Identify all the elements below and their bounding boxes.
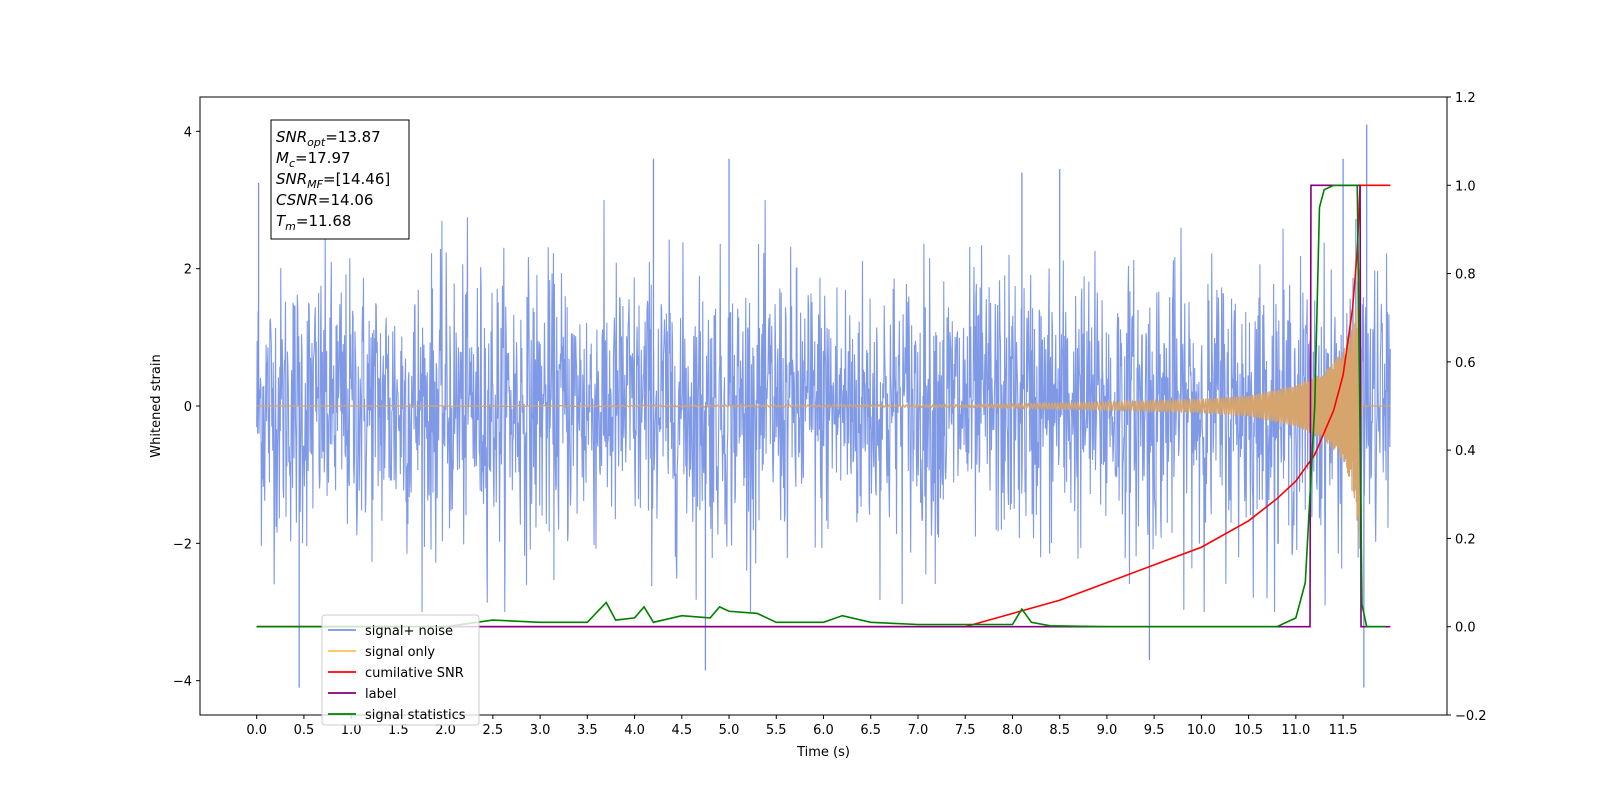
x-tick-label: 1.5 [388,723,409,738]
info-box-line: Tm=11.68 [276,212,351,233]
x-tick-label: 1.0 [341,723,362,738]
info-box-frame [270,119,410,240]
legend-item-label: label [365,687,396,702]
x-tick-label: 2.0 [435,723,456,738]
x-tick-label: 7.0 [908,723,929,738]
y-right-tick-label: 1.2 [1455,91,1476,106]
x-axis: 0.0 0.5 1.0 1.5 2.0 2.5 3.0 3.5 4.0 4.5 5.0 5.5 6.0 6… [246,715,1358,738]
x-tick-label: 4.0 [624,723,645,738]
y-left-tick-label: 0 [184,400,192,415]
legend-item-label: signal only [365,645,435,660]
y-right-tick-label: −0.2 [1455,709,1487,724]
series-signal-only-line [256,262,1391,549]
y-left-tick-label: 2 [184,263,192,278]
y-right-tick-label: 0.6 [1455,356,1476,371]
series-layer [256,124,1391,688]
y-axis-left: −4 −2 0 2 4 [173,125,200,690]
info-box-line: SNRopt=13.87 [276,128,381,149]
info-box-line: Mc=17.97 [276,149,351,170]
x-tick-label: 9.0 [1097,723,1118,738]
y-axis-right: −0.2 0.0 0.2 0.4 0.6 0.8 1.0 1.2 [1447,91,1487,724]
legend-frame [321,614,480,726]
x-tick-label: 10.5 [1234,723,1263,738]
series-cumilative-snr-line [256,184,1391,628]
x-tick-label: 9.5 [1144,723,1165,738]
y-left-tick-label: 4 [184,125,192,140]
x-tick-label: 0.5 [294,723,315,738]
x-tick-label: 11.0 [1281,723,1310,738]
x-axis-label: Time (s) [796,745,850,760]
y-axis-label: Whitened strain [149,354,164,457]
legend-item-label: signal+ noise [365,624,453,639]
x-tick-label: 8.0 [1002,723,1023,738]
y-right-tick-label: 0.8 [1455,268,1476,283]
x-tick-label: 3.5 [577,723,598,738]
info-box-line: SNRMF=[14.46] [276,170,390,191]
legend[interactable]: signal+ noise signal only cumilative SNR la… [321,614,480,726]
x-tick-label: 6.0 [813,723,834,738]
x-tick-label: 8.5 [1049,723,1070,738]
x-tick-label: 4.5 [671,723,692,738]
series-signal-noise-line [256,199,1391,613]
y-right-tick-label: 0.0 [1455,621,1476,636]
series-signal-statistics-line [256,184,1386,628]
legend-item-label: signal statistics [365,708,466,723]
y-left-tick-label: −4 [173,675,192,690]
y-left-tick-label: −2 [173,537,192,552]
x-tick-label: 11.5 [1329,723,1358,738]
x-tick-label: 0.0 [246,723,267,738]
plot-area [256,124,1391,688]
y-right-tick-label: 0.2 [1455,532,1476,547]
legend-item-label: cumilative SNR [365,666,464,681]
y-right-tick-label: 0.4 [1455,444,1476,459]
info-box-line: CSNR=14.06 [276,191,373,209]
info-box: SNRopt=13.87Mc=17.97SNRMF=[14.46]CSNR=14… [270,119,410,240]
x-tick-label: 10.0 [1187,723,1216,738]
x-tick-label: 6.5 [860,723,881,738]
x-tick-label: 2.5 [483,723,504,738]
x-tick-label: 5.5 [766,723,787,738]
x-tick-label: 3.0 [530,723,551,738]
y-right-tick-label: 1.0 [1455,179,1476,194]
x-tick-label: 5.0 [719,723,740,738]
x-tick-label: 7.5 [955,723,976,738]
